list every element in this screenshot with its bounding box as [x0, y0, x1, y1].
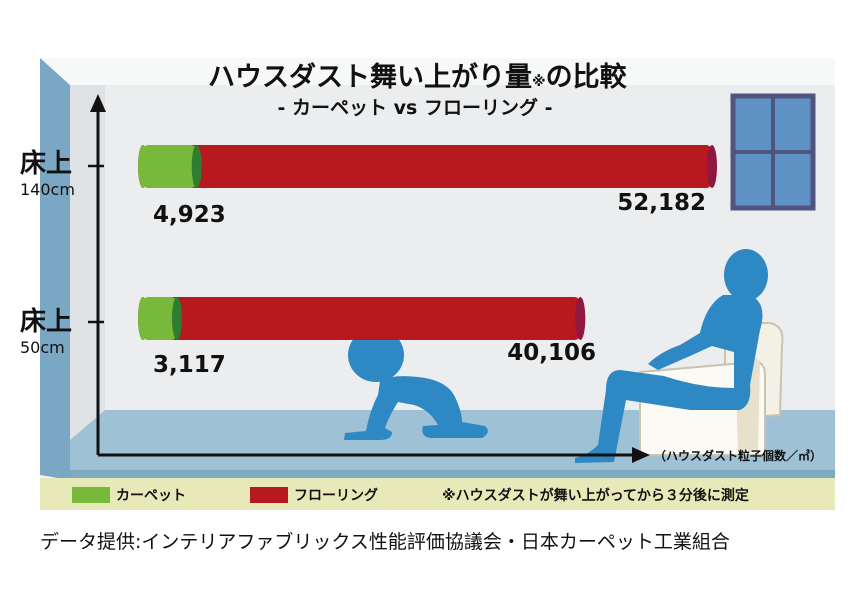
ytick-label-1: 床上 — [20, 306, 72, 337]
ytick-label-0: 床上 — [20, 148, 72, 179]
bar-end-flooring-1 — [575, 297, 586, 340]
source-credit: データ提供:インテリアファブリックス性能評価協議会・日本カーペット工業組合 — [40, 531, 730, 553]
bar-end-carpet-1 — [171, 297, 182, 340]
value-label-carpet-1: 3,117 — [153, 352, 226, 378]
legend-label-carpet: カーペット — [116, 488, 186, 504]
legend-band — [40, 478, 835, 510]
side-wall-edge — [40, 58, 70, 480]
window-icon — [730, 93, 816, 211]
value-label-flooring-0: 52,182 — [617, 190, 706, 216]
legend-label-flooring: フローリング — [294, 487, 378, 504]
x-axis-label: （ハウスダスト粒子個数／㎥） — [654, 448, 822, 463]
chart-title: ハウスダスト舞い上がり量※の比較 — [208, 61, 628, 93]
footnote: ※ハウスダストが舞い上がってから３分後に測定 — [442, 487, 749, 504]
axes — [88, 94, 650, 463]
bar-flooring-1 — [143, 297, 581, 340]
bar-carpet-0 — [143, 145, 197, 188]
bars-layer — [138, 145, 717, 340]
seated-adult-icon — [575, 249, 768, 463]
bar-end-flooring-0 — [707, 145, 717, 188]
chart-subtitle: - カーペット vs フローリング - — [278, 96, 553, 119]
bar-start-carpet-0 — [138, 145, 148, 188]
floor-edge — [70, 470, 835, 478]
bar-end-carpet-0 — [191, 145, 202, 188]
ytick-sublabel-0: 140cm — [20, 180, 75, 199]
ceiling — [40, 58, 835, 85]
legend-swatch-flooring — [250, 487, 288, 503]
crawling-baby-icon — [344, 328, 488, 440]
ytick-sublabel-1: 50cm — [20, 338, 65, 357]
value-label-carpet-0: 4,923 — [153, 202, 226, 228]
side-wall — [70, 85, 105, 440]
value-label-flooring-1: 40,106 — [507, 340, 596, 366]
legend-swatch-carpet — [72, 487, 110, 503]
bar-carpet-1 — [143, 297, 177, 340]
bar-start-carpet-1 — [138, 297, 148, 340]
bar-flooring-0 — [143, 145, 712, 188]
